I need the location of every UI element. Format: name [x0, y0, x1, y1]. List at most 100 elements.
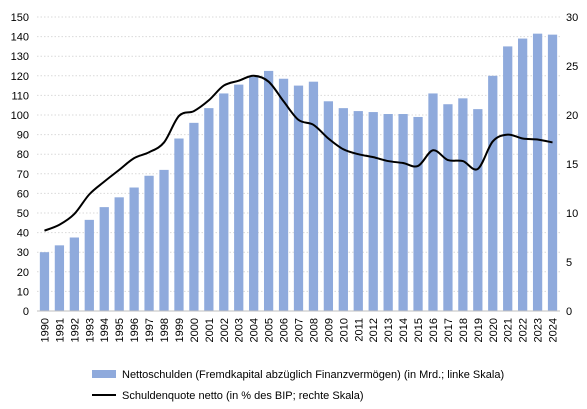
x-tick-label: 2006: [279, 318, 291, 342]
x-tick-label: 2022: [518, 318, 530, 342]
bar: [84, 219, 94, 311]
bar: [219, 93, 229, 311]
left-tick-label: 30: [17, 247, 29, 259]
x-tick-label: 2021: [503, 318, 515, 342]
bar: [338, 108, 348, 311]
x-tick-label: 2015: [413, 318, 425, 342]
x-tick-label: 2024: [548, 318, 560, 342]
bar: [144, 175, 154, 311]
x-tick-label: 2023: [533, 318, 545, 342]
x-tick-label: 1990: [39, 318, 51, 342]
bar: [323, 101, 334, 311]
x-tick-label: 2001: [204, 318, 216, 342]
legend-line-label: Schuldenquote netto (in % des BIP; recht…: [122, 390, 364, 402]
x-tick-label: 2009: [323, 318, 335, 342]
right-tick-label: 0: [566, 306, 572, 318]
bar: [518, 38, 528, 312]
bar: [383, 114, 393, 312]
left-y-axis: 0 10 20 30 40 50 60 70 80 90 100 110 120 130 140 150: [11, 12, 29, 318]
bar: [353, 111, 363, 311]
left-tick-label: 70: [17, 169, 29, 181]
bar: [368, 112, 378, 311]
left-tick-label: 80: [17, 149, 29, 161]
x-tick-label: 2004: [249, 318, 261, 342]
bar: [174, 138, 184, 311]
x-tick-label: 1992: [69, 318, 81, 342]
left-tick-label: 120: [11, 71, 29, 83]
x-tick-label: 2019: [473, 318, 485, 342]
legend: Nettoschulden (Fremdkapital abzüglich Fi…: [92, 369, 504, 402]
bar: [278, 78, 289, 312]
bar: [532, 33, 543, 311]
line-path: [44, 74, 553, 232]
bar: [114, 197, 124, 311]
x-tick-label: 2017: [443, 318, 455, 342]
x-tick-label: 2007: [294, 318, 306, 342]
bar: [249, 76, 259, 311]
legend-bar-swatch: [92, 370, 116, 378]
x-tick-label: 2020: [488, 318, 500, 342]
x-tick-label: 2002: [219, 318, 231, 342]
bar: [129, 187, 139, 311]
x-tick-label: 1996: [129, 318, 141, 342]
x-tick-label: 2011: [353, 318, 365, 342]
left-tick-label: 90: [17, 130, 29, 142]
bar: [204, 108, 214, 311]
line-series: [44, 74, 553, 232]
bar: [234, 84, 244, 312]
bar: [428, 93, 438, 311]
left-tick-label: 50: [17, 208, 29, 220]
bar: [413, 116, 423, 312]
x-tick-label: 2005: [264, 318, 276, 342]
bar: [308, 81, 319, 312]
x-tick-label: 2000: [189, 318, 201, 342]
left-tick-label: 100: [11, 110, 29, 122]
x-tick-label: 2003: [234, 318, 246, 342]
left-tick-label: 140: [11, 32, 29, 44]
bar: [547, 34, 558, 311]
bar-series: [39, 33, 558, 312]
x-tick-label: 1997: [144, 318, 156, 342]
bar: [159, 169, 169, 311]
bar: [398, 114, 408, 312]
x-tick-label: 1995: [114, 318, 126, 342]
x-tick-label: 1993: [84, 318, 96, 342]
right-y-axis: 0 5 10 15 20 25 30: [566, 12, 578, 318]
x-tick-label: 1998: [159, 318, 171, 342]
right-tick-label: 5: [566, 257, 572, 269]
x-tick-label: 2008: [308, 318, 320, 342]
bar: [488, 75, 498, 311]
left-tick-label: 150: [11, 12, 29, 24]
x-tick-label: 2014: [398, 318, 410, 342]
x-tick-label: 1999: [174, 318, 186, 342]
right-tick-label: 25: [566, 61, 578, 73]
x-tick-label: 2013: [383, 318, 395, 342]
bar: [54, 245, 65, 311]
bar: [443, 104, 453, 311]
x-tick-label: 2012: [368, 318, 380, 342]
x-tick-label: 2016: [428, 318, 440, 342]
right-tick-label: 15: [566, 159, 578, 171]
x-tick-label: 2010: [338, 318, 350, 342]
left-tick-label: 60: [17, 188, 29, 200]
bar: [99, 207, 109, 311]
bar: [189, 122, 199, 311]
bar: [503, 46, 513, 312]
left-tick-label: 10: [17, 286, 29, 298]
bar: [293, 85, 304, 311]
bar: [263, 70, 274, 312]
x-axis: 1990 1991 1992 1993 1994 1995 1996 1997 1998 1999…: [37, 310, 560, 342]
left-tick-label: 130: [11, 51, 29, 63]
right-tick-label: 20: [566, 110, 578, 122]
right-tick-label: 10: [566, 208, 578, 220]
x-tick-label: 1994: [99, 318, 111, 342]
bar: [473, 109, 483, 312]
legend-bar-label: Nettoschulden (Fremdkapital abzüglich Fi…: [122, 369, 504, 381]
left-tick-label: 0: [23, 306, 29, 318]
right-tick-label: 30: [566, 12, 578, 24]
x-tick-label: 2018: [458, 318, 470, 342]
left-tick-label: 110: [11, 90, 29, 102]
bar: [69, 237, 79, 311]
left-tick-label: 40: [17, 228, 29, 240]
